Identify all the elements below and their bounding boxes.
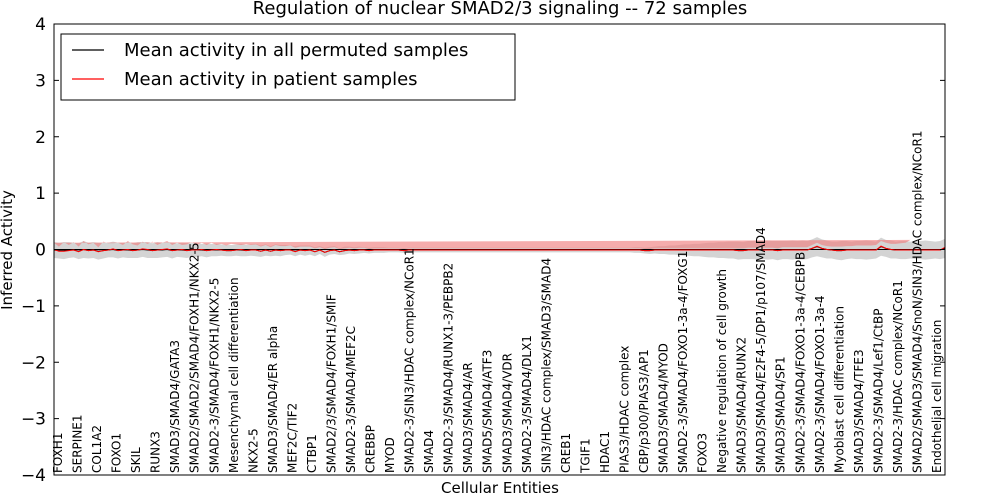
- entity-label: CREB1: [559, 433, 573, 473]
- y-tick-label: −4: [21, 466, 46, 486]
- entity-label: SMAD2-3/SMAD4/FOXO1-3a-4/FOXG1: [676, 251, 690, 473]
- entity-label: SMAD2-3/SMAD4/FOXO1-3a-4/CEBPB: [793, 252, 807, 473]
- entity-label: PIAS3/HDAC complex: [617, 346, 631, 473]
- patient-band: [54, 239, 911, 249]
- chart-title: Regulation of nuclear SMAD2/3 signaling …: [253, 0, 748, 19]
- entity-label: SMAD3/SMAD4/SP1: [774, 356, 788, 473]
- y-tick-label: 3: [35, 71, 46, 91]
- entity-label: SMAD2/3/SMAD4/FOXH1/SMIF: [324, 294, 338, 473]
- entity-label: Mesenchymal cell differentiation: [227, 277, 241, 473]
- entity-label: FOXH1: [51, 433, 65, 473]
- entity-label: SMAD2-3/SMAD4/MEF2C: [344, 326, 358, 473]
- series-lines: [53, 245, 946, 253]
- entity-label: SMAD3/SMAD4/E2F4-5/DP1/p107/SMAD4: [754, 227, 768, 473]
- y-tick-label: 2: [35, 128, 46, 148]
- entity-label: SMAD2/SMAD2/SMAD4/FOXH1/NKX2-5: [188, 243, 202, 473]
- entity-label: SKIL: [129, 447, 143, 473]
- y-axis-label: Inferred Activity: [0, 190, 16, 310]
- entity-label: SMAD3/SMAD4/GATA3: [168, 340, 182, 473]
- entity-label: SMAD2-3/SMAD4/FOXH1/NKX2-5: [207, 278, 221, 473]
- entity-label: RUNX3: [149, 431, 163, 473]
- entity-label: FOXO3: [696, 433, 710, 473]
- entity-label: CREBBP: [364, 425, 378, 473]
- y-axis-ticks: −4 −3 −2 −1 0 1 2 3 4: [21, 15, 945, 486]
- plot-area: [53, 237, 946, 261]
- legend-box: [60, 33, 516, 101]
- entity-label: SIN3/HDAC complex/SMAD3/SMAD4: [539, 258, 553, 473]
- y-tick-label: 0: [35, 241, 46, 261]
- y-tick-label: −1: [21, 297, 46, 317]
- entity-label: SMAD2-3/SIN3/HDAC complex/NCoR1: [403, 248, 417, 473]
- entity-label: SMAD5/SMAD4/ATF3: [481, 350, 495, 473]
- entity-label: SMAD3/SMAD4/ER alpha: [266, 326, 280, 473]
- entity-label: HDAC1: [598, 431, 612, 473]
- entity-label: COL1A2: [90, 425, 104, 473]
- patient-mean-line: [53, 245, 946, 253]
- entity-label: SMAD3/SMAD4/VDR: [500, 353, 514, 473]
- entity-label: SMAD2-3/HDAC complex/NCoR1: [891, 280, 905, 473]
- entity-label: SMAD2-3/SMAD4/DLX1: [520, 335, 534, 473]
- entity-label: FOXO1: [110, 433, 124, 473]
- entity-label: SMAD2-3/SMAD4/RUNX1-3/PEBPB2: [442, 263, 456, 473]
- entity-label: CBP/p300/PIAS3/AP1: [637, 349, 651, 473]
- y-tick-label: −2: [21, 353, 46, 373]
- y-tick-label: −3: [21, 410, 46, 430]
- y-tick-label: 4: [35, 15, 46, 35]
- entity-label: SMAD2/SMAD3/SMAD4/SnoN/SIN3/HDAC complex…: [910, 131, 924, 474]
- legend: Mean activity in all permuted samples Me…: [60, 33, 516, 101]
- entity-label: CTBP1: [305, 434, 319, 473]
- entity-label: SMAD3/SMAD4/MYOD: [657, 343, 671, 473]
- entity-label: SMAD2-3/SMAD4/Lef1/CtBP: [871, 309, 885, 473]
- entity-label: SERPINE1: [71, 414, 85, 473]
- entity-label: Myoblast cell differentiation: [832, 306, 846, 473]
- legend-label-permuted: Mean activity in all permuted samples: [124, 40, 468, 61]
- entity-label: MYOD: [383, 437, 397, 473]
- entity-label: TGIF1: [578, 438, 592, 474]
- y-tick-label: 1: [35, 184, 46, 204]
- entity-labels: FOXH1 SERPINE1 COL1A2 FOXO1 SKIL RUNX3 SMAD3/S…: [51, 131, 944, 474]
- entity-label: Negative regulation of cell growth: [715, 269, 729, 473]
- entity-label: SMAD3/SMAD4/AR: [461, 362, 475, 473]
- entity-label: SMAD2-3/SMAD4/FOXO1-3a-4: [813, 295, 827, 473]
- entity-label: Endothelial cell migration: [930, 320, 944, 473]
- entity-label: SMAD4: [422, 430, 436, 473]
- entity-label: NKX2-5: [246, 428, 260, 473]
- entity-label: SMAD3/SMAD4/RUNX2: [735, 337, 749, 473]
- patient-band-area: [54, 239, 911, 249]
- x-axis-label: Cellular Entities: [441, 479, 559, 497]
- entity-label: MEF2C/TIF2: [285, 403, 299, 473]
- legend-label-patient: Mean activity in patient samples: [124, 69, 418, 90]
- entity-label: SMAD3/SMAD4/TFE3: [852, 349, 866, 473]
